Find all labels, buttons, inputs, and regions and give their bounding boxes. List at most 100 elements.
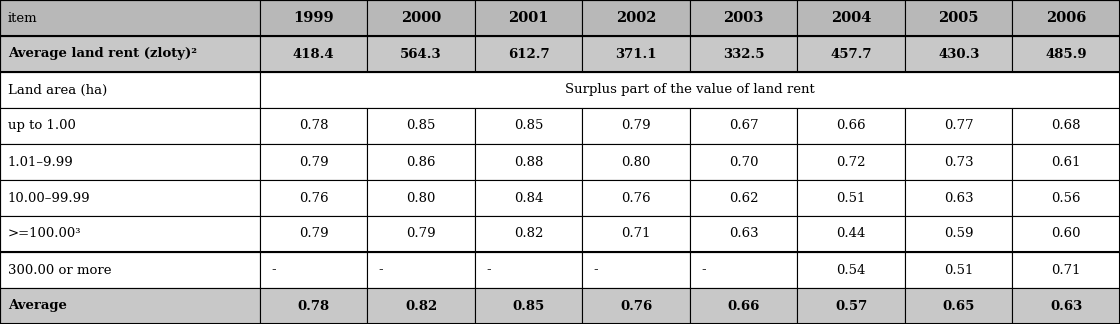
Text: 0.66: 0.66	[837, 120, 866, 133]
Bar	[582, 0, 690, 36]
Bar	[260, 216, 367, 252]
Bar	[797, 36, 905, 72]
Text: 0.65: 0.65	[943, 299, 974, 313]
Text: 0.63: 0.63	[944, 191, 973, 204]
Text: 0.56: 0.56	[1052, 191, 1081, 204]
Text: 10.00–99.99: 10.00–99.99	[8, 191, 91, 204]
Text: 0.76: 0.76	[299, 191, 328, 204]
Text: item: item	[8, 11, 37, 25]
Bar	[1012, 0, 1120, 36]
Bar	[582, 252, 690, 288]
Bar	[260, 72, 1120, 108]
Text: 485.9: 485.9	[1045, 48, 1088, 61]
Bar	[797, 144, 905, 180]
Text: 0.57: 0.57	[836, 299, 867, 313]
Bar	[797, 0, 905, 36]
Text: 0.72: 0.72	[837, 156, 866, 168]
Bar	[0, 108, 260, 144]
Bar	[367, 180, 475, 216]
Bar	[905, 216, 1012, 252]
Text: 612.7: 612.7	[507, 48, 550, 61]
Bar	[367, 288, 475, 324]
Bar	[260, 36, 367, 72]
Text: 0.85: 0.85	[513, 299, 544, 313]
Text: 2006: 2006	[1046, 11, 1086, 25]
Bar	[367, 144, 475, 180]
Bar	[367, 252, 475, 288]
Bar	[260, 252, 367, 288]
Bar	[690, 108, 797, 144]
Bar	[260, 108, 367, 144]
Bar	[797, 180, 905, 216]
Text: 0.51: 0.51	[944, 263, 973, 276]
Bar	[475, 288, 582, 324]
Text: 418.4: 418.4	[292, 48, 335, 61]
Text: 457.7: 457.7	[830, 48, 872, 61]
Text: 0.59: 0.59	[944, 227, 973, 240]
Bar	[690, 0, 797, 36]
Bar	[582, 180, 690, 216]
Text: 0.68: 0.68	[1052, 120, 1081, 133]
Bar	[582, 288, 690, 324]
Bar	[475, 108, 582, 144]
Text: 0.78: 0.78	[299, 120, 328, 133]
Bar	[1012, 252, 1120, 288]
Text: 0.82: 0.82	[405, 299, 437, 313]
Text: 0.66: 0.66	[728, 299, 759, 313]
Text: -: -	[271, 263, 276, 276]
Bar	[367, 216, 475, 252]
Bar	[690, 288, 797, 324]
Bar	[260, 288, 367, 324]
Bar	[582, 36, 690, 72]
Bar	[690, 144, 797, 180]
Bar	[690, 216, 797, 252]
Text: 0.79: 0.79	[407, 227, 436, 240]
Bar	[260, 180, 367, 216]
Text: 0.88: 0.88	[514, 156, 543, 168]
Text: 0.85: 0.85	[407, 120, 436, 133]
Text: 2000: 2000	[401, 11, 441, 25]
Bar	[475, 216, 582, 252]
Text: 430.3: 430.3	[939, 48, 979, 61]
Bar	[367, 36, 475, 72]
Text: 2001: 2001	[508, 11, 549, 25]
Text: 0.86: 0.86	[407, 156, 436, 168]
Bar	[905, 36, 1012, 72]
Bar	[905, 252, 1012, 288]
Text: 2005: 2005	[939, 11, 979, 25]
Text: 0.80: 0.80	[407, 191, 436, 204]
Text: -: -	[379, 263, 383, 276]
Text: Average: Average	[8, 299, 67, 313]
Text: 300.00 or more: 300.00 or more	[8, 263, 111, 276]
Text: 0.71: 0.71	[1052, 263, 1081, 276]
Bar	[797, 216, 905, 252]
Bar	[260, 144, 367, 180]
Bar	[367, 108, 475, 144]
Bar	[0, 288, 260, 324]
Bar	[475, 36, 582, 72]
Bar	[475, 180, 582, 216]
Bar	[0, 216, 260, 252]
Text: 0.51: 0.51	[837, 191, 866, 204]
Bar	[0, 252, 260, 288]
Text: 0.76: 0.76	[622, 191, 651, 204]
Text: 0.79: 0.79	[299, 227, 328, 240]
Text: 0.70: 0.70	[729, 156, 758, 168]
Text: 0.78: 0.78	[298, 299, 329, 313]
Bar	[1012, 108, 1120, 144]
Text: Average land rent (zloty)²: Average land rent (zloty)²	[8, 48, 197, 61]
Bar	[690, 180, 797, 216]
Bar	[0, 180, 260, 216]
Text: 0.71: 0.71	[622, 227, 651, 240]
Text: 0.85: 0.85	[514, 120, 543, 133]
Text: 0.61: 0.61	[1052, 156, 1081, 168]
Bar	[582, 216, 690, 252]
Bar	[905, 144, 1012, 180]
Bar	[0, 0, 260, 36]
Bar	[582, 108, 690, 144]
Text: 0.79: 0.79	[299, 156, 328, 168]
Bar	[690, 252, 797, 288]
Text: 0.79: 0.79	[622, 120, 651, 133]
Text: 0.73: 0.73	[944, 156, 973, 168]
Text: 0.82: 0.82	[514, 227, 543, 240]
